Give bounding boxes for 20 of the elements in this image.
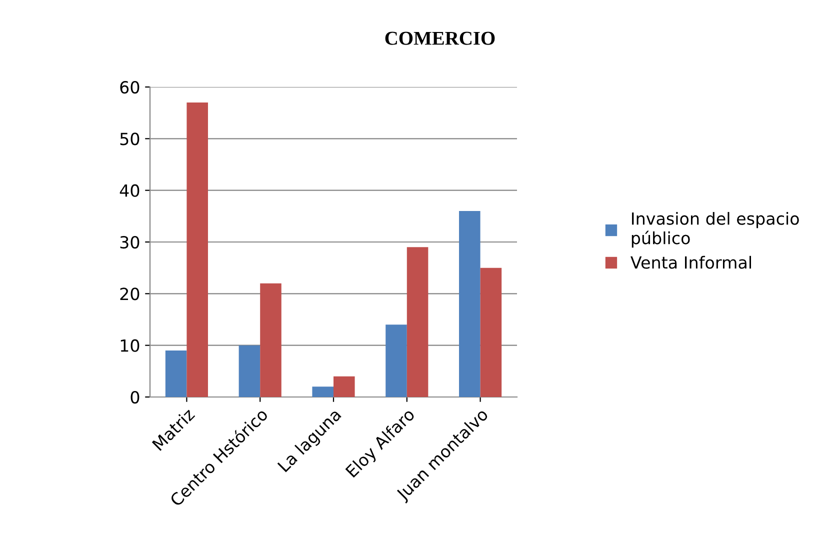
bar: [260, 283, 282, 397]
legend-label: Venta Informal: [630, 256, 751, 269]
y-tick-label: 50: [120, 132, 140, 146]
bar: [406, 247, 428, 397]
y-tick-label: 30: [120, 236, 140, 249]
bar: [480, 268, 502, 397]
bar: [186, 102, 208, 397]
bar: [334, 376, 355, 397]
y-tick-label: 10: [120, 339, 140, 352]
legend-label: Invasion del espacio público: [632, 212, 799, 248]
bar: [459, 211, 480, 397]
bar: [312, 386, 334, 397]
y-tick-label: 20: [120, 288, 140, 300]
bar: [165, 350, 187, 397]
bar: [238, 345, 260, 397]
y-tick-label: 40: [120, 184, 140, 197]
y-tick-label: 60: [120, 80, 140, 94]
y-tick-label: 0: [130, 390, 140, 404]
chart-title: COMERCIO: [385, 32, 495, 45]
bar: [386, 324, 407, 397]
